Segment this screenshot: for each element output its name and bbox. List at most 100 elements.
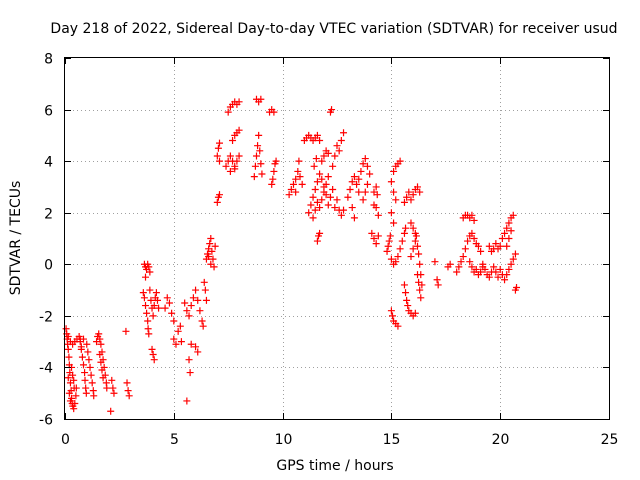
data-point bbox=[363, 180, 371, 188]
data-point bbox=[470, 216, 478, 224]
data-point bbox=[147, 296, 155, 304]
data-point bbox=[250, 173, 258, 181]
data-point bbox=[254, 142, 262, 150]
data-point bbox=[185, 312, 193, 320]
data-point bbox=[213, 198, 221, 206]
data-point bbox=[205, 253, 213, 261]
data-point bbox=[501, 229, 509, 237]
data-point bbox=[390, 167, 398, 175]
data-point bbox=[350, 214, 358, 222]
data-point bbox=[81, 369, 89, 377]
data-point bbox=[505, 235, 513, 242]
data-point bbox=[340, 129, 348, 137]
data-point bbox=[415, 278, 423, 286]
data-point bbox=[155, 304, 163, 312]
data-point bbox=[98, 366, 106, 374]
data-point bbox=[366, 170, 374, 178]
data-point bbox=[125, 392, 133, 400]
data-point bbox=[174, 327, 182, 335]
data-point bbox=[235, 98, 243, 106]
data-point bbox=[214, 144, 222, 152]
data-point bbox=[485, 273, 493, 281]
data-point bbox=[215, 157, 223, 165]
data-point bbox=[411, 237, 419, 245]
data-point bbox=[313, 237, 321, 245]
data-point bbox=[434, 281, 442, 289]
data-point bbox=[198, 317, 206, 325]
data-point bbox=[477, 268, 485, 276]
data-point bbox=[472, 265, 480, 273]
data-point bbox=[498, 235, 506, 242]
data-point bbox=[411, 229, 419, 237]
data-point bbox=[407, 219, 415, 227]
data-point bbox=[142, 302, 150, 310]
data-point bbox=[407, 253, 415, 261]
data-point bbox=[316, 137, 324, 145]
data-point bbox=[464, 237, 472, 245]
data-point bbox=[505, 265, 513, 273]
data-point bbox=[231, 165, 239, 173]
data-point bbox=[196, 307, 204, 315]
data-point bbox=[477, 247, 485, 255]
data-point bbox=[340, 206, 348, 214]
x-tick-label: 0 bbox=[61, 432, 70, 448]
data-point bbox=[457, 258, 465, 266]
data-point bbox=[318, 157, 326, 165]
data-point bbox=[468, 229, 476, 237]
y-tick-label: 8 bbox=[44, 52, 53, 68]
data-point bbox=[82, 389, 90, 397]
data-point bbox=[331, 204, 339, 212]
data-point bbox=[99, 374, 107, 382]
data-point bbox=[64, 332, 72, 340]
data-point bbox=[77, 345, 85, 353]
data-point bbox=[224, 108, 232, 116]
data-point bbox=[394, 253, 402, 261]
data-point bbox=[215, 191, 223, 199]
data-point bbox=[150, 356, 158, 364]
data-point bbox=[387, 178, 395, 186]
data-point bbox=[176, 322, 184, 330]
data-point bbox=[110, 389, 118, 397]
data-point bbox=[269, 175, 277, 183]
data-point bbox=[64, 345, 72, 353]
data-point bbox=[312, 155, 320, 163]
y-axis-label: SDTVAR / TECUs bbox=[8, 181, 24, 296]
data-point bbox=[83, 340, 91, 348]
data-point bbox=[199, 322, 207, 330]
data-point bbox=[170, 335, 178, 343]
data-point bbox=[324, 201, 332, 209]
data-point bbox=[324, 149, 332, 157]
data-point bbox=[109, 384, 117, 392]
data-point bbox=[320, 152, 328, 160]
data-point bbox=[507, 260, 515, 268]
data-point bbox=[123, 379, 131, 387]
data-point bbox=[172, 340, 180, 348]
data-point bbox=[433, 276, 441, 284]
data-point bbox=[416, 188, 424, 196]
data-point bbox=[387, 209, 395, 217]
data-point bbox=[85, 356, 93, 364]
data-point bbox=[311, 186, 319, 194]
data-point bbox=[66, 397, 74, 405]
data-point bbox=[189, 294, 197, 302]
data-point bbox=[79, 335, 87, 343]
data-point bbox=[459, 253, 467, 261]
data-point bbox=[403, 193, 411, 201]
data-point bbox=[150, 302, 158, 310]
data-point bbox=[146, 268, 154, 276]
data-point bbox=[446, 260, 454, 268]
data-point bbox=[453, 268, 461, 276]
data-point bbox=[509, 255, 517, 263]
y-tick-label: -6 bbox=[39, 413, 53, 429]
data-point bbox=[394, 322, 402, 330]
data-point bbox=[409, 245, 417, 253]
data-point bbox=[145, 263, 153, 271]
data-point bbox=[329, 162, 337, 170]
data-point bbox=[70, 384, 78, 392]
data-point bbox=[400, 281, 408, 289]
data-point bbox=[202, 296, 210, 304]
data-point bbox=[206, 240, 214, 248]
data-point bbox=[368, 229, 376, 237]
data-point bbox=[409, 191, 417, 199]
data-point bbox=[305, 209, 313, 217]
